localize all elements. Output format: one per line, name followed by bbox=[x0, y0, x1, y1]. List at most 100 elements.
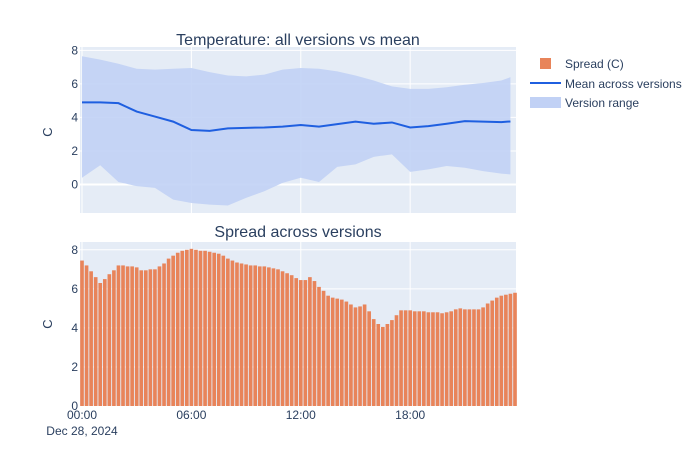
spread-bar bbox=[385, 324, 390, 406]
version-range-band bbox=[82, 56, 511, 206]
spread-bar bbox=[134, 267, 139, 406]
spread-bar bbox=[326, 295, 330, 406]
spread-bar bbox=[504, 294, 508, 406]
spread-bar bbox=[403, 310, 408, 406]
spread-bar bbox=[194, 249, 198, 406]
spread-bar bbox=[463, 309, 467, 406]
spread-bar bbox=[431, 312, 435, 406]
temperature-y-ticks: 0 2 4 6 8 bbox=[71, 43, 78, 191]
legend[interactable]: Spread (C) Mean across versions Version … bbox=[530, 57, 682, 110]
spread-bar bbox=[175, 252, 180, 406]
spread-bar bbox=[121, 265, 125, 406]
spread-bar bbox=[399, 310, 403, 406]
temperature-y-tick-label: 4 bbox=[71, 110, 78, 124]
spread-bar bbox=[481, 307, 485, 406]
spread-bar bbox=[381, 326, 385, 406]
x-tick-label: 12:00 bbox=[286, 408, 316, 422]
spread-bar bbox=[112, 270, 116, 406]
spread-bar bbox=[226, 258, 230, 406]
spread-bar bbox=[289, 275, 294, 406]
spread-bar bbox=[298, 280, 303, 406]
spread-bar bbox=[467, 309, 472, 406]
spread-bar bbox=[244, 264, 248, 406]
x-tick-label: 00:00 bbox=[67, 408, 97, 422]
spread-bar bbox=[84, 265, 89, 406]
spread-bar bbox=[485, 303, 490, 406]
spread-bar bbox=[494, 297, 499, 406]
spread-y-tick-label: 2 bbox=[71, 360, 78, 374]
temperature-chart-title: Temperature: all versions vs mean bbox=[176, 32, 420, 49]
version-range-area bbox=[82, 56, 511, 206]
x-tick-label: 06:00 bbox=[176, 408, 206, 422]
x-tick-label: 18:00 bbox=[395, 408, 425, 422]
legend-item-spread[interactable]: Spread (C) bbox=[540, 57, 624, 71]
spread-bar bbox=[198, 250, 203, 406]
spread-bar bbox=[362, 304, 367, 406]
legend-item-mean[interactable]: Mean across versions bbox=[530, 77, 682, 91]
spread-bar bbox=[371, 319, 376, 406]
spread-bar bbox=[312, 281, 317, 406]
spread-bar bbox=[358, 306, 362, 406]
spread-y-tick-label: 8 bbox=[71, 243, 78, 257]
spread-x-ticks: 00:00 06:00 12:00 18:00 bbox=[67, 408, 426, 422]
x-axis-date-label: Dec 28, 2024 bbox=[46, 424, 118, 438]
legend-label-spread: Spread (C) bbox=[565, 57, 624, 71]
mean-line bbox=[82, 101, 511, 132]
spread-bar bbox=[435, 312, 440, 406]
spread-bar bbox=[248, 265, 253, 406]
spread-bar bbox=[157, 266, 162, 406]
spread-bar bbox=[116, 265, 121, 406]
spread-bar bbox=[330, 297, 335, 406]
spread-bar bbox=[390, 320, 394, 406]
spread-bar bbox=[253, 265, 258, 406]
spread-bar bbox=[162, 263, 166, 406]
spread-bar bbox=[271, 268, 276, 406]
spread-bar bbox=[212, 252, 217, 406]
mean-across-versions-line bbox=[82, 101, 511, 132]
spread-bar bbox=[294, 278, 299, 406]
spread-bar bbox=[349, 304, 353, 406]
spread-bar bbox=[280, 271, 285, 406]
spread-y-tick-label: 4 bbox=[71, 321, 78, 335]
spread-y-tick-label: 0 bbox=[71, 399, 78, 413]
legend-swatch-range bbox=[530, 97, 561, 108]
spread-bar bbox=[125, 266, 130, 406]
spread-bar bbox=[153, 269, 157, 406]
spread-y-tick-label: 6 bbox=[71, 282, 78, 296]
spread-bar bbox=[98, 283, 103, 406]
legend-item-range[interactable]: Version range bbox=[530, 96, 639, 110]
spread-bar bbox=[189, 248, 194, 406]
spread-bar bbox=[303, 280, 308, 406]
spread-bar bbox=[440, 313, 444, 406]
spread-bar bbox=[472, 309, 476, 406]
spread-bar bbox=[180, 250, 185, 406]
temperature-y-axis-label: C bbox=[40, 127, 55, 136]
spread-bar bbox=[285, 273, 289, 406]
spread-bar bbox=[490, 300, 495, 406]
spread-bar bbox=[235, 262, 239, 406]
spread-bar bbox=[107, 274, 112, 406]
spread-bar bbox=[335, 298, 340, 406]
spread-bar bbox=[221, 255, 226, 406]
spread-bar bbox=[412, 311, 417, 406]
spread-bar bbox=[458, 308, 463, 406]
spread-bar bbox=[166, 258, 171, 406]
temperature-y-tick-label: 0 bbox=[71, 177, 78, 191]
spread-bar bbox=[171, 255, 175, 406]
spread-bar bbox=[139, 270, 144, 406]
legend-label-range: Version range bbox=[565, 96, 639, 110]
spread-y-axis-label: C bbox=[40, 319, 55, 328]
spread-bar bbox=[339, 299, 344, 406]
spread-bar bbox=[444, 312, 449, 406]
spread-bar bbox=[449, 311, 454, 406]
spread-bar bbox=[93, 277, 98, 406]
spread-bar bbox=[353, 307, 358, 406]
spread-bar bbox=[417, 311, 422, 406]
spread-bar bbox=[207, 251, 212, 406]
spread-bar bbox=[267, 267, 271, 406]
spread-bar bbox=[276, 269, 280, 406]
temperature-y-tick-label: 8 bbox=[71, 43, 78, 57]
spread-bar bbox=[321, 290, 326, 406]
